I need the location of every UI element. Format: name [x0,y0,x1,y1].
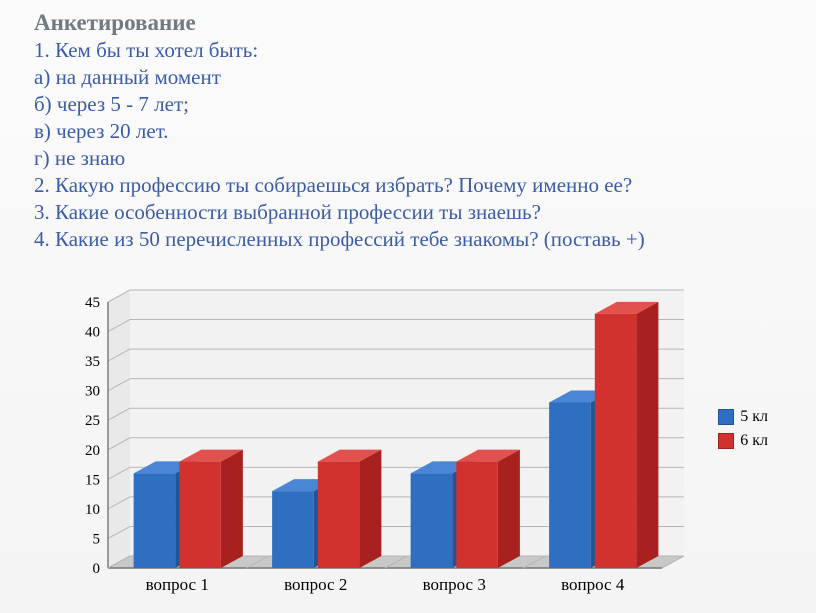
svg-text:30: 30 [85,384,100,400]
svg-text:вопрос 3: вопрос 3 [423,575,486,594]
svg-text:35: 35 [85,354,100,370]
svg-text:15: 15 [85,472,100,488]
legend-swatch-1 [718,433,734,449]
svg-text:45: 45 [85,295,100,311]
svg-text:вопрос 4: вопрос 4 [561,575,625,594]
line-3: б) через 5 - 7 лет; [34,91,794,118]
line-6: 2. Какую профессию ты собираешься избрат… [34,172,794,199]
svg-text:40: 40 [85,325,100,341]
svg-text:25: 25 [85,413,100,429]
line-7: 3. Какие особенности выбранной профессии… [34,199,794,226]
svg-text:0: 0 [93,561,101,577]
title: Анкетирование [34,10,196,35]
legend-item-1: 6 кл [718,432,768,450]
svg-text:вопрос 1: вопрос 1 [146,575,209,594]
line-4: в) через 20 лет. [34,118,794,145]
legend-swatch-0 [718,409,734,425]
legend-item-0: 5 кл [718,408,768,426]
svg-text:вопрос 2: вопрос 2 [284,575,347,594]
legend-label-0: 5 кл [740,408,768,426]
bar-chart: 0 5 10 15 20 25 30 35 40 45 вопрос 1 вопрос 2 вопрос… [52,280,782,600]
svg-text:5: 5 [93,531,101,547]
legend-label-1: 6 кл [740,432,768,450]
svg-text:20: 20 [85,443,100,459]
svg-text:10: 10 [85,502,100,518]
line-5: г) не знаю [34,145,794,172]
line-2: а) на данный момент [34,64,794,91]
question-text: Анкетирование 1. Кем бы ты хотел быть: а… [34,8,794,252]
line-1: 1. Кем бы ты хотел быть: [34,37,794,64]
line-8: 4. Какие из 50 перечисленных профессий т… [34,226,794,253]
chart-legend: 5 кл 6 кл [718,408,768,456]
